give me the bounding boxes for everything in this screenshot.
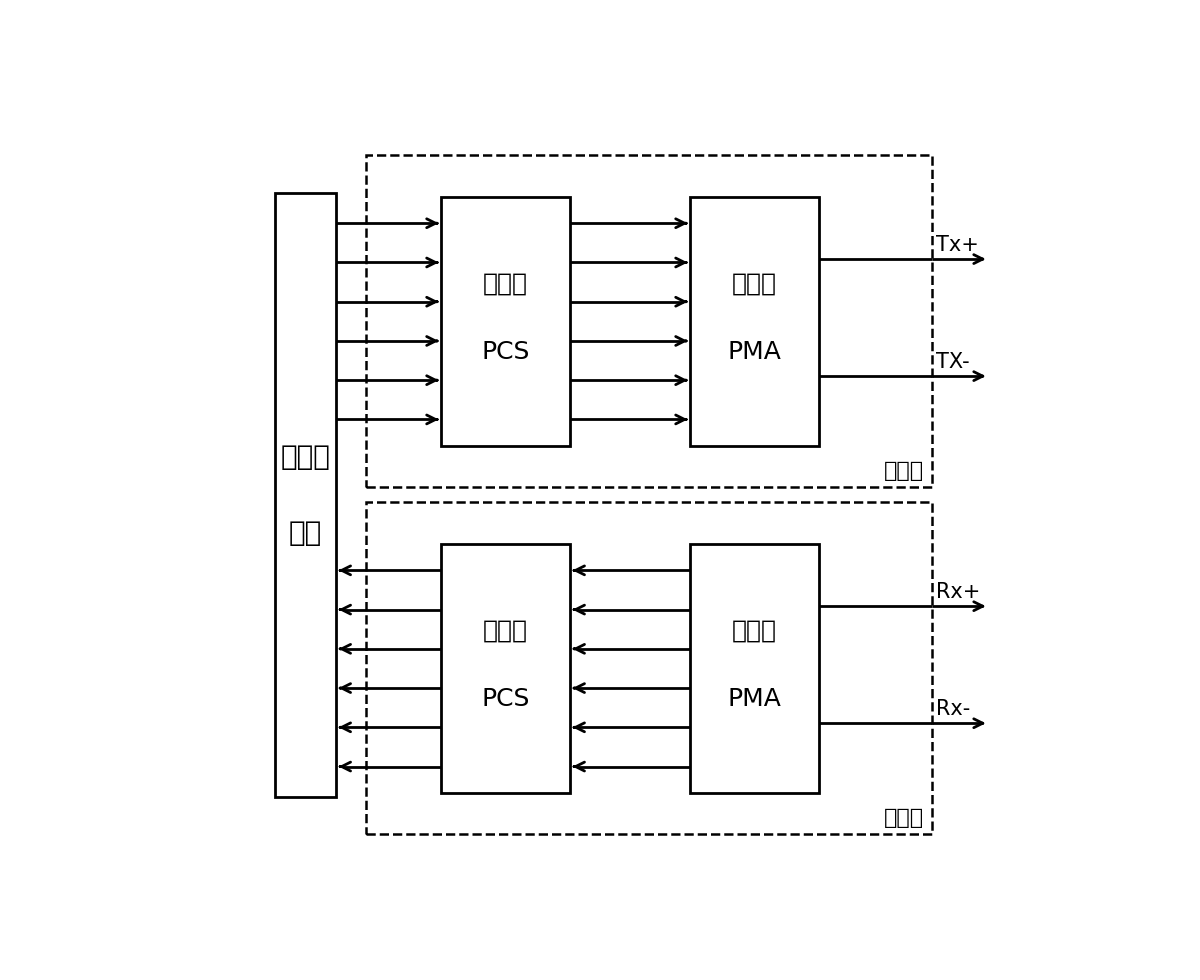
Bar	[690, 197, 818, 446]
Text: PMA: PMA	[727, 687, 781, 710]
Text: Rx-: Rx-	[936, 699, 970, 718]
Text: 协议控: 协议控	[281, 443, 330, 471]
Text: 发送端: 发送端	[884, 462, 924, 481]
Bar	[442, 197, 570, 446]
Text: 制器: 制器	[289, 518, 323, 547]
Text: Tx+: Tx+	[936, 234, 978, 255]
Bar	[276, 193, 336, 797]
Bar	[366, 503, 932, 835]
Text: PMA: PMA	[727, 339, 781, 364]
Text: 接收侧: 接收侧	[484, 618, 528, 643]
Bar	[442, 544, 570, 793]
Bar	[690, 544, 818, 793]
Text: 发送侧: 发送侧	[484, 271, 528, 296]
Text: Rx+: Rx+	[936, 582, 980, 602]
Text: PCS: PCS	[481, 687, 529, 710]
Text: TX-: TX-	[936, 352, 970, 371]
Text: PCS: PCS	[481, 339, 529, 364]
Text: 发送侧: 发送侧	[732, 271, 778, 296]
Text: 接收侧: 接收侧	[732, 618, 778, 643]
Text: 接收端: 接收端	[884, 808, 924, 828]
Bar	[366, 155, 932, 487]
